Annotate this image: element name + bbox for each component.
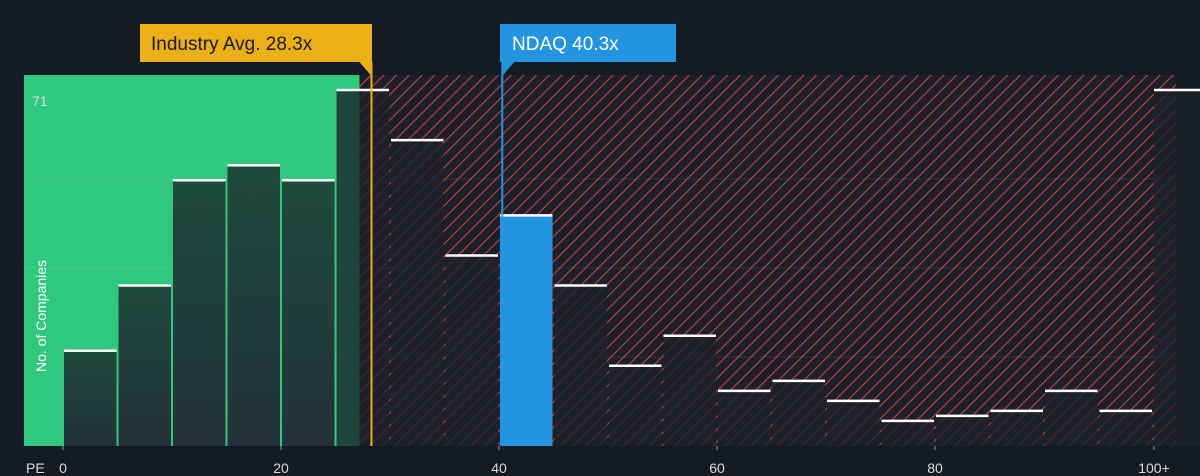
histogram-bar <box>554 285 607 446</box>
y-max-label: 71 <box>32 93 48 109</box>
x-tick-label: 40 <box>491 460 507 476</box>
x-tick-label: 0 <box>59 460 67 476</box>
histogram-bar <box>1099 410 1152 446</box>
histogram-bar <box>64 350 117 446</box>
industry-avg-callout-pointer <box>359 62 372 76</box>
company-pe-callout-pointer <box>502 62 515 76</box>
histogram-bar <box>227 165 280 446</box>
x-axis-label: PE <box>26 460 45 476</box>
histogram-bar <box>1045 390 1098 446</box>
histogram-bar <box>718 390 771 446</box>
industry-avg-callout <box>140 24 372 62</box>
x-tick-label: 20 <box>273 460 289 476</box>
histogram-bar <box>118 285 171 446</box>
histogram-bar <box>881 420 934 446</box>
histogram-bar <box>173 180 226 446</box>
histogram-bar <box>663 335 716 446</box>
company-pe-callout <box>500 24 676 62</box>
histogram-bar <box>772 380 825 446</box>
histogram-bar <box>445 255 498 446</box>
histogram-bar <box>609 365 662 446</box>
histogram-bar <box>990 410 1043 446</box>
x-tick-label: 60 <box>709 460 725 476</box>
histogram-bar <box>1154 90 1200 446</box>
histogram-bar <box>391 140 444 446</box>
histogram-bar <box>500 215 553 446</box>
industry-avg-label: Industry Avg. 28.3x <box>151 34 313 55</box>
x-tick-label: 100+ <box>1138 460 1170 476</box>
histogram-bar <box>336 90 389 446</box>
x-tick-label: 80 <box>927 460 943 476</box>
histogram-bar <box>827 400 880 446</box>
histogram-bar <box>282 180 335 446</box>
histogram-bar <box>936 415 989 446</box>
company-pe-label: NDAQ 40.3x <box>512 34 619 55</box>
y-axis-label: No. of Companies <box>33 260 49 372</box>
